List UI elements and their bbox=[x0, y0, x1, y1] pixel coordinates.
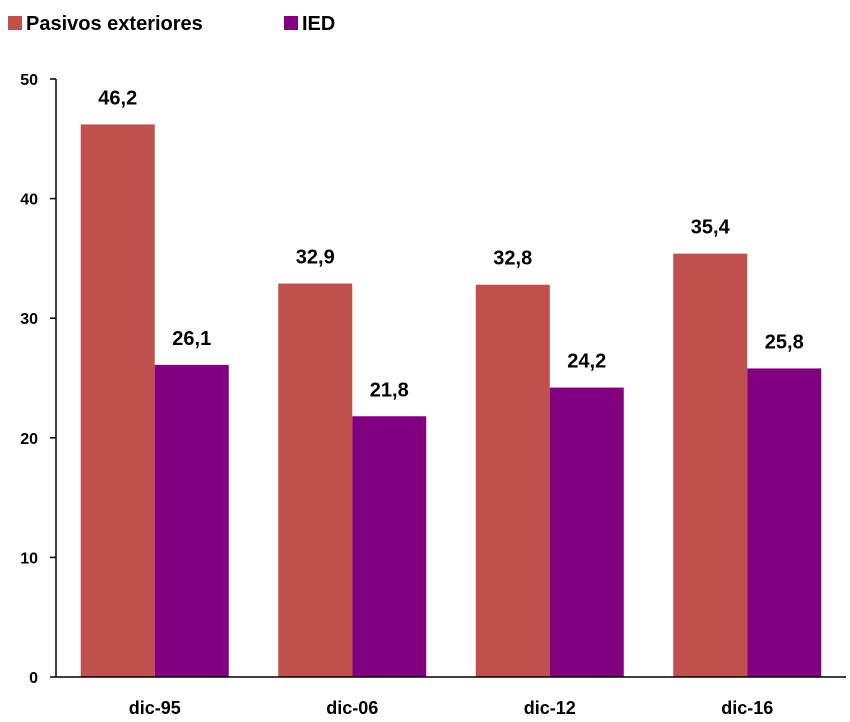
data-label-ied-dic-16: 25,8 bbox=[765, 331, 804, 353]
bar-ied-dic-06 bbox=[352, 416, 427, 677]
legend: Pasivos exteriores IED bbox=[8, 13, 335, 35]
x-axis: dic-95 dic-06 dic-12 dic-16 bbox=[56, 676, 846, 718]
data-label-pasivos-dic-95: 46,2 bbox=[98, 87, 137, 109]
data-label-pasivos-dic-06: 32,9 bbox=[296, 247, 335, 269]
data-label-ied-dic-95: 26,1 bbox=[172, 328, 211, 350]
y-tick-label-50: 50 bbox=[20, 72, 38, 89]
y-tick-label-40: 40 bbox=[20, 192, 38, 209]
y-axis: 0 10 20 30 40 50 bbox=[20, 72, 57, 687]
bars-group bbox=[80, 124, 822, 677]
data-label-ied-dic-06: 21,8 bbox=[370, 379, 409, 401]
x-tick-label-dic-06: dic-06 bbox=[326, 698, 378, 718]
data-label-ied-dic-12: 24,2 bbox=[567, 351, 606, 373]
data-label-pasivos-dic-12: 32,8 bbox=[493, 248, 532, 270]
x-tick-label-dic-95: dic-95 bbox=[129, 698, 181, 718]
bar-ied-dic-12 bbox=[549, 387, 624, 677]
value-labels-group: 46,2 26,1 32,9 21,8 32,8 24,2 35,4 25,8 bbox=[98, 87, 803, 401]
legend-swatch-ied bbox=[284, 16, 298, 30]
y-tick-label-10: 10 bbox=[20, 550, 38, 567]
plot-area: 46,2 26,1 32,9 21,8 32,8 24,2 35,4 25,8 0 10 20 30… bbox=[20, 72, 846, 718]
y-tick-label-20: 20 bbox=[20, 431, 38, 448]
bar-pasivos-dic-06 bbox=[278, 283, 353, 677]
bar-pasivos-dic-12 bbox=[475, 284, 550, 677]
bar-ied-dic-16 bbox=[747, 368, 822, 677]
x-tick-label-dic-16: dic-16 bbox=[721, 698, 773, 718]
legend-label-pasivos: Pasivos exteriores bbox=[26, 13, 203, 35]
bar-pasivos-dic-16 bbox=[673, 253, 748, 677]
legend-swatch-pasivos bbox=[8, 16, 22, 30]
bar-pasivos-dic-95 bbox=[80, 124, 155, 677]
y-tick-label-30: 30 bbox=[20, 311, 38, 328]
y-tick-label-0: 0 bbox=[29, 670, 38, 687]
x-tick-label-dic-12: dic-12 bbox=[524, 698, 576, 718]
bar-ied-dic-95 bbox=[154, 364, 229, 677]
legend-label-ied: IED bbox=[302, 13, 335, 35]
data-label-pasivos-dic-16: 35,4 bbox=[691, 217, 731, 239]
